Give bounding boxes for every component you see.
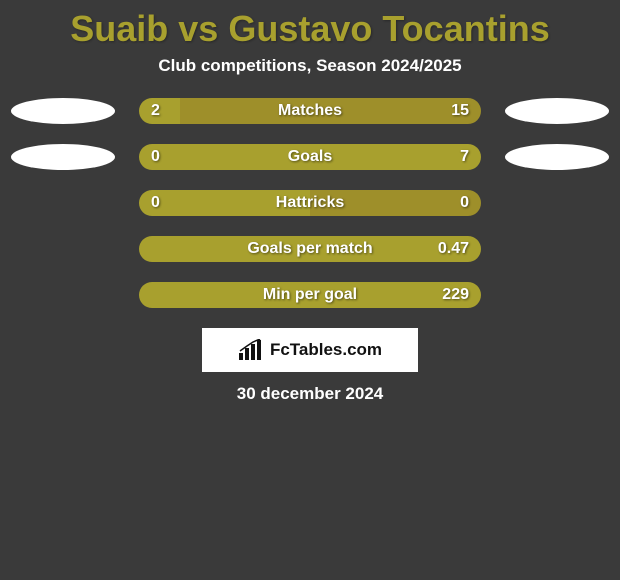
stat-bar: 229 Min per goal [139,282,481,308]
stat-row: 0 7 Goals [0,144,620,170]
player-right-marker [505,98,609,124]
stat-bar: 0.47 Goals per match [139,236,481,262]
bar-right-value: 0.47 [438,240,469,258]
stat-bar: 0 0 Hattricks [139,190,481,216]
stat-bar: 0 7 Goals [139,144,481,170]
logo-text: FcTables.com [270,340,382,360]
bar-chart-icon [238,339,264,361]
bar-right-value: 0 [460,194,469,212]
logo-box: FcTables.com [202,328,418,372]
bar-right-value: 229 [442,286,469,304]
player-left-marker [11,98,115,124]
stat-row: 0.47 Goals per match [0,236,620,262]
bar-label: Min per goal [263,286,357,304]
page-title: Suaib vs Gustavo Tocantins [0,0,620,56]
stat-bar: 2 15 Matches [139,98,481,124]
bar-right-value: 15 [451,102,469,120]
bar-left-value: 2 [151,102,160,120]
stats-rows: 2 15 Matches 0 7 Goals 0 0 Hattricks 0.47 Goals pe… [0,98,620,308]
page-subtitle: Club competitions, Season 2024/2025 [0,56,620,76]
bar-label: Goals [288,148,332,166]
stat-row: 0 0 Hattricks [0,190,620,216]
date-text: 30 december 2024 [0,384,620,404]
player-right-marker [505,144,609,170]
bar-right-value: 7 [460,148,469,166]
stat-row: 229 Min per goal [0,282,620,308]
bar-left-value: 0 [151,148,160,166]
bar-label: Hattricks [276,194,344,212]
bar-label: Goals per match [247,240,372,258]
player-left-marker [11,144,115,170]
bar-left-value: 0 [151,194,160,212]
bar-label: Matches [278,102,342,120]
stat-row: 2 15 Matches [0,98,620,124]
